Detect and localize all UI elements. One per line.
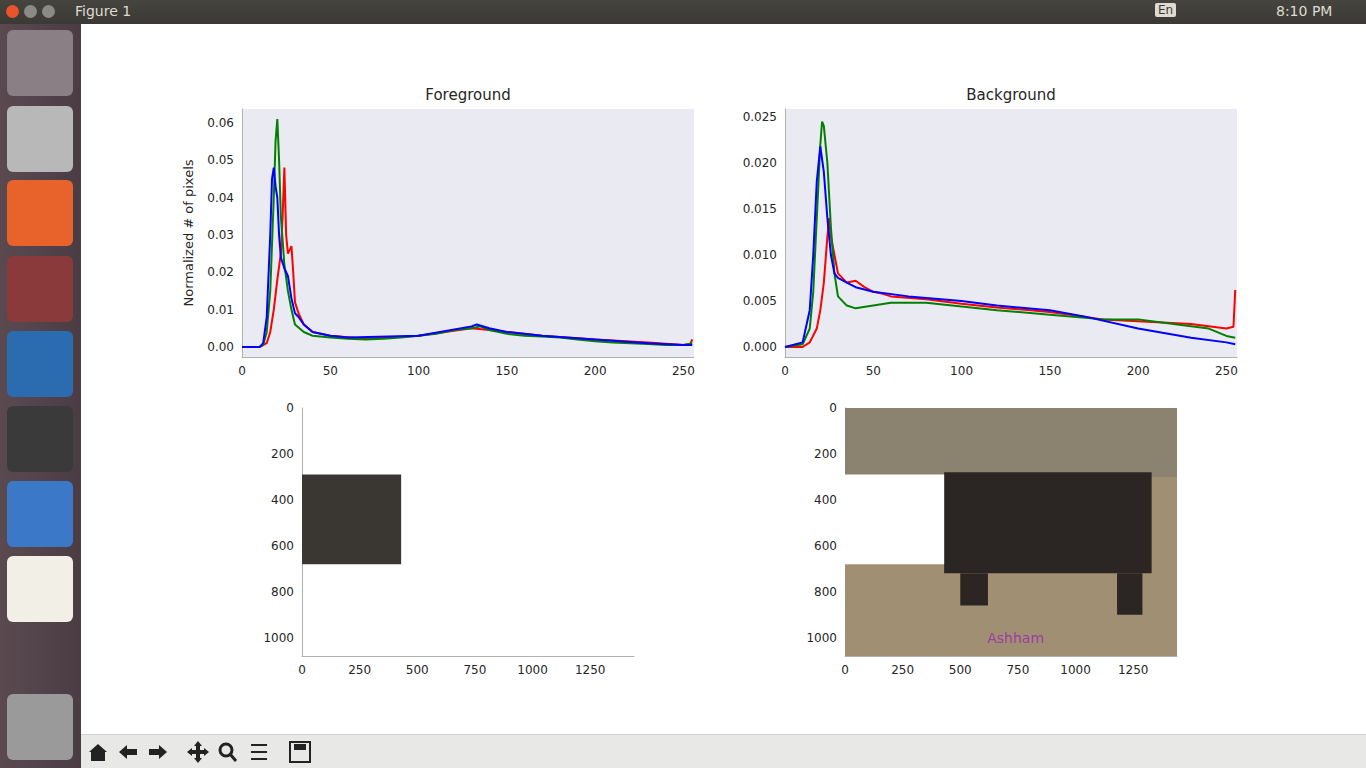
svg-text:1000: 1000 (806, 631, 837, 645)
svg-text:1250: 1250 (1118, 663, 1149, 677)
svg-text:250: 250 (348, 663, 371, 677)
svg-text:Ashham: Ashham (987, 630, 1044, 646)
svg-text:0.03: 0.03 (207, 228, 234, 242)
svg-text:200: 200 (584, 364, 607, 378)
svg-text:0.025: 0.025 (743, 110, 777, 124)
svg-text:150: 150 (495, 364, 518, 378)
svg-text:0.010: 0.010 (743, 248, 777, 262)
svg-text:50: 50 (323, 364, 338, 378)
svg-text:500: 500 (406, 663, 429, 677)
svg-text:0.000: 0.000 (743, 340, 777, 354)
svg-text:250: 250 (1215, 364, 1238, 378)
svg-text:0.02: 0.02 (207, 265, 234, 279)
svg-text:150: 150 (1038, 364, 1061, 378)
svg-text:1000: 1000 (517, 663, 548, 677)
svg-text:1000: 1000 (1060, 663, 1091, 677)
svg-text:0: 0 (781, 364, 789, 378)
svg-text:200: 200 (1127, 364, 1150, 378)
svg-text:600: 600 (271, 539, 294, 553)
html-text:En: En (1158, 3, 1174, 17)
svg-text:0.06: 0.06 (207, 116, 234, 130)
svg-text:0.05: 0.05 (207, 153, 234, 167)
svg-text:1250: 1250 (575, 663, 606, 677)
svg-text:400: 400 (271, 493, 294, 507)
svg-text:750: 750 (1006, 663, 1029, 677)
svg-text:0.005: 0.005 (743, 294, 777, 308)
svg-text:100: 100 (950, 364, 973, 378)
svg-text:0.01: 0.01 (207, 303, 234, 317)
svg-text:Normalized # of pixels: Normalized # of pixels (181, 159, 196, 306)
svg-text:200: 200 (814, 447, 837, 461)
svg-text:0: 0 (298, 663, 306, 677)
html-text:8:10 PM: 8:10 PM (1276, 3, 1333, 19)
html-text:Figure 1: Figure 1 (75, 3, 132, 19)
svg-text:100: 100 (407, 364, 430, 378)
svg-text:50: 50 (866, 364, 881, 378)
svg-text:600: 600 (814, 539, 837, 553)
svg-text:0: 0 (841, 663, 849, 677)
svg-text:Background: Background (966, 86, 1056, 104)
svg-text:250: 250 (891, 663, 914, 677)
svg-text:0: 0 (829, 401, 837, 415)
svg-text:400: 400 (814, 493, 837, 507)
svg-text:500: 500 (949, 663, 972, 677)
svg-text:Foreground: Foreground (425, 86, 510, 104)
svg-text:800: 800 (814, 585, 837, 599)
svg-text:750: 750 (463, 663, 486, 677)
svg-text:0.04: 0.04 (207, 191, 234, 205)
svg-text:0.020: 0.020 (743, 156, 777, 170)
svg-text:200: 200 (271, 447, 294, 461)
svg-text:0.00: 0.00 (207, 340, 234, 354)
svg-text:0.015: 0.015 (743, 202, 777, 216)
svg-text:800: 800 (271, 585, 294, 599)
svg-text:250: 250 (672, 364, 695, 378)
svg-text:1000: 1000 (263, 631, 294, 645)
svg-text:0: 0 (238, 364, 246, 378)
svg-text:0: 0 (286, 401, 294, 415)
